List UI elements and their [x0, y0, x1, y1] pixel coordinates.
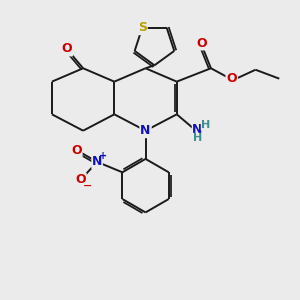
Text: N: N — [140, 124, 151, 137]
Text: H: H — [193, 133, 202, 143]
Text: N: N — [192, 123, 203, 136]
Text: −: − — [82, 181, 92, 191]
Text: O: O — [61, 42, 72, 56]
Text: O: O — [226, 72, 237, 85]
Text: O: O — [76, 173, 86, 186]
Text: N: N — [92, 155, 102, 168]
Text: O: O — [197, 37, 207, 50]
Text: S: S — [138, 21, 147, 34]
Text: O: O — [71, 143, 82, 157]
Text: +: + — [99, 151, 107, 161]
Text: H: H — [201, 120, 210, 130]
